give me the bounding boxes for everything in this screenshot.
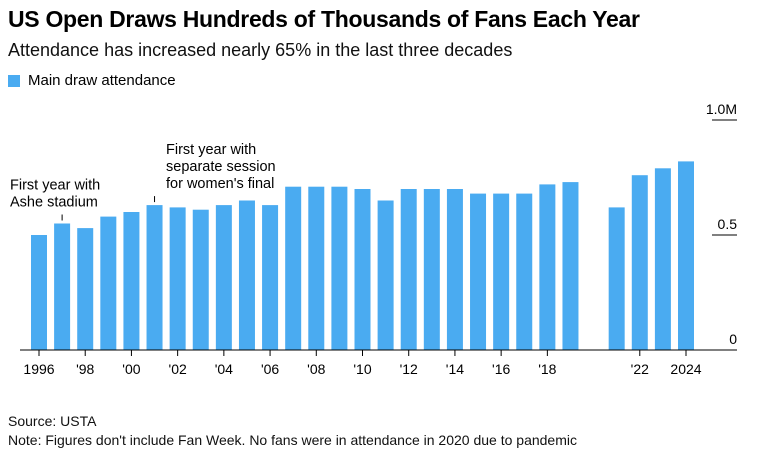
- bar-2022: [631, 175, 648, 350]
- bar-1998: [77, 228, 94, 350]
- annotation-1997-line-1: Ashe stadium: [10, 195, 98, 211]
- chart-subtitle: Attendance has increased nearly 65% in t…: [8, 40, 513, 60]
- x-tick-label-2022: '22: [631, 361, 649, 377]
- y-tick-label-1.0M: 1.0M: [706, 101, 737, 117]
- bar-2014: [446, 189, 463, 350]
- bar-2017: [516, 193, 533, 350]
- attendance-bar-chart: 0 0.5 1.0M 1996 '98 '00 '02 '04 '06 '08 '10 '12 '14 '…: [10, 101, 738, 377]
- bar-2002: [169, 207, 186, 350]
- bar-2006: [262, 205, 279, 350]
- bar-1996: [31, 235, 47, 350]
- bar-2015: [470, 193, 487, 350]
- bar-2007: [285, 186, 302, 350]
- source-note: Source: USTA: [8, 413, 97, 429]
- bar-2005: [238, 200, 255, 350]
- bar-2000: [123, 212, 140, 350]
- x-tick-label-2014: '14: [446, 361, 464, 377]
- legend-label: Main draw attendance: [28, 72, 176, 89]
- x-tick-label-2016: '16: [492, 361, 510, 377]
- x-tick-label-2000: '00: [122, 361, 140, 377]
- bar-2001: [146, 205, 163, 350]
- bar-2013: [423, 189, 440, 350]
- bar-2012: [400, 189, 417, 350]
- x-tick-label-2018: '18: [538, 361, 556, 377]
- bar-1999: [100, 216, 117, 350]
- bar-2019: [562, 182, 579, 350]
- legend-swatch: [8, 74, 20, 87]
- annotation-2001-line-1: separate session: [166, 159, 276, 175]
- bar-2010: [354, 189, 371, 350]
- x-tick-label-2002: '02: [169, 361, 187, 377]
- x-tick-label-1996: 1996: [23, 361, 54, 377]
- x-tick-label-2012: '12: [400, 361, 418, 377]
- bar-2021: [608, 207, 625, 350]
- annotation-2001-line-2: for women's final: [166, 176, 274, 192]
- bar-2004: [215, 205, 232, 350]
- y-tick-label-0: 0: [729, 331, 737, 347]
- legend: Main draw attendance: [8, 72, 176, 89]
- footnote: Note: Figures don't include Fan Week. No…: [8, 432, 577, 448]
- bar-2008: [308, 186, 325, 350]
- x-tick-label-2024: 2024: [670, 361, 701, 377]
- bar-2003: [192, 209, 209, 350]
- bar-2011: [377, 200, 394, 350]
- annotation-1997-line-0: First year with: [10, 178, 100, 194]
- bar-1997: [54, 223, 71, 350]
- bar-2016: [493, 193, 510, 350]
- bar-2023: [654, 168, 671, 350]
- x-tick-label-1998: '98: [76, 361, 94, 377]
- x-tick-label-2006: '06: [261, 361, 279, 377]
- x-tick-label-2010: '10: [353, 361, 371, 377]
- x-tick-label-2004: '04: [215, 361, 233, 377]
- x-tick-label-2008: '08: [307, 361, 325, 377]
- annotation-2001-line-0: First year with: [166, 142, 256, 158]
- chart-title: US Open Draws Hundreds of Thousands of F…: [8, 6, 640, 32]
- y-tick-label-0.5: 0.5: [718, 216, 738, 232]
- bar-2009: [331, 186, 348, 350]
- bar-2024: [678, 161, 694, 350]
- bar-2018: [539, 184, 556, 350]
